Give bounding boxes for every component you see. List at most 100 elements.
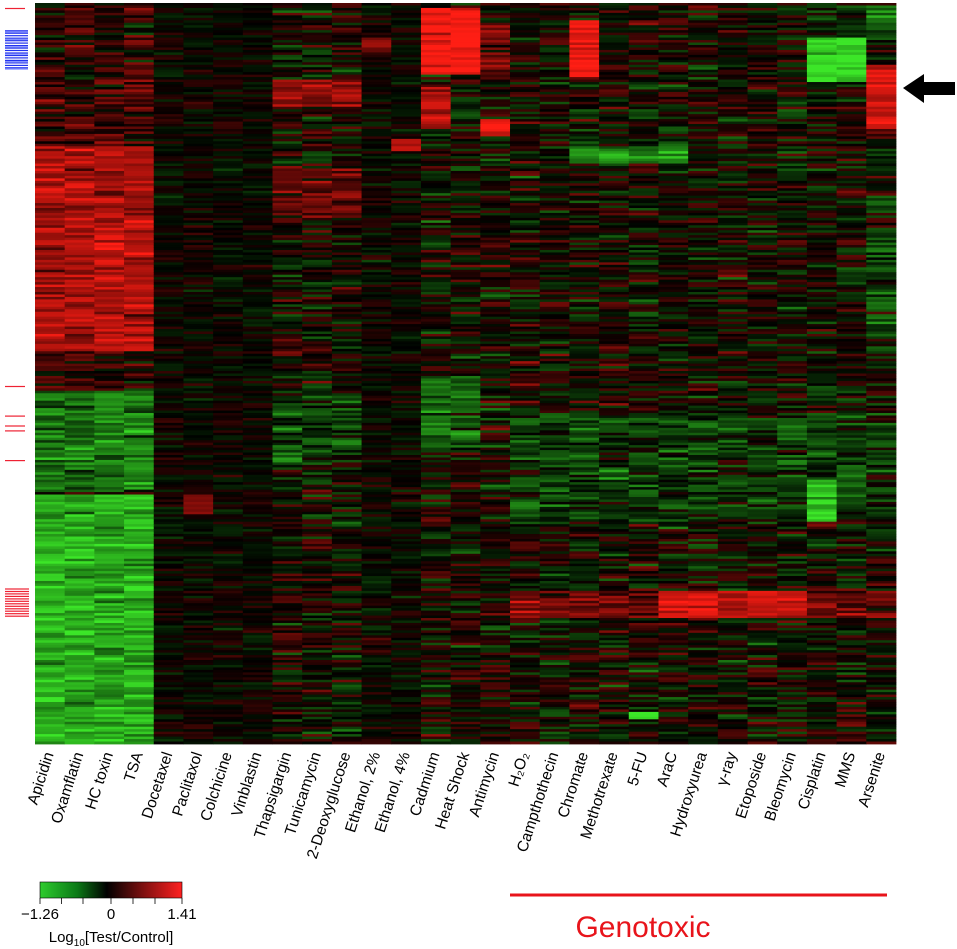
heatmap-cell <box>361 689 392 693</box>
heatmap-cell <box>450 289 481 293</box>
heatmap-cell <box>302 259 333 263</box>
heatmap-cell <box>450 593 481 597</box>
heatmap-cell <box>480 627 511 631</box>
heatmap-cell <box>302 672 333 676</box>
heatmap-cell <box>450 42 481 46</box>
heatmap-cell <box>391 514 422 518</box>
heatmap-cell <box>480 178 511 182</box>
heatmap-cell <box>124 731 155 735</box>
heatmap-cell <box>450 741 481 745</box>
heatmap-cell <box>361 351 392 355</box>
heatmap-cell <box>391 247 422 251</box>
heatmap-cell <box>480 405 511 409</box>
heatmap-cell <box>391 326 422 330</box>
heatmap-cell <box>272 526 303 530</box>
heatmap-cell <box>64 615 95 619</box>
heatmap-cell <box>391 403 422 407</box>
heatmap-cell <box>183 74 214 78</box>
heatmap-cell <box>94 173 125 177</box>
heatmap-cell <box>420 64 452 68</box>
heatmap-cell <box>272 684 303 688</box>
heatmap-cell <box>302 413 333 416</box>
heatmap-cell <box>331 32 362 36</box>
heatmap-cell <box>124 47 155 51</box>
heatmap-cell <box>302 373 333 377</box>
heatmap-cell <box>450 497 481 500</box>
heatmap-cell <box>272 67 303 71</box>
heatmap-cell <box>242 511 273 515</box>
heatmap-cell <box>480 450 511 453</box>
heatmap-cell <box>183 405 214 409</box>
heatmap-cell <box>331 437 362 441</box>
heatmap-cell <box>480 499 511 503</box>
heatmap-cell <box>361 447 392 451</box>
heatmap-cell <box>331 373 362 377</box>
heatmap-cell <box>450 398 481 402</box>
heatmap-cell <box>302 494 333 498</box>
heatmap-cell <box>331 235 362 239</box>
heatmap-cell <box>242 736 273 740</box>
heatmap-cell <box>420 437 452 441</box>
heatmap-cell <box>450 82 481 85</box>
heatmap-cell <box>213 252 244 256</box>
heatmap-cell <box>94 692 125 695</box>
heatmap-cell <box>35 227 66 231</box>
heatmap-cell <box>272 657 303 661</box>
heatmap-cell <box>124 126 155 130</box>
heatmap-cell <box>35 40 66 43</box>
heatmap-cell <box>331 504 362 508</box>
heatmap-cell <box>361 635 392 639</box>
heatmap-cell <box>183 482 214 486</box>
heatmap-cell <box>480 398 511 402</box>
heatmap-cell <box>510 12 541 16</box>
heatmap-cell <box>331 447 362 451</box>
heatmap-cell <box>331 467 362 471</box>
heatmap-cell <box>242 173 273 177</box>
heatmap-cell <box>213 383 244 387</box>
heatmap-cell <box>64 84 95 88</box>
heatmap-cell <box>480 62 511 66</box>
heatmap-cell <box>391 82 422 85</box>
heatmap-cell <box>480 338 511 342</box>
heatmap-cell <box>420 37 452 41</box>
heatmap-cell <box>124 158 155 162</box>
heatmap-cell <box>124 62 155 66</box>
heatmap-cell <box>213 432 244 436</box>
heatmap-cell <box>213 225 244 229</box>
heatmap-cell <box>391 336 422 340</box>
heatmap-cell <box>302 697 333 700</box>
heatmap-cell <box>331 521 362 525</box>
heatmap-cell <box>480 603 511 607</box>
heatmap-cell <box>510 79 541 83</box>
heatmap-cell <box>450 684 481 688</box>
heatmap-cell <box>94 336 125 340</box>
heatmap-cell <box>391 497 422 500</box>
heatmap-cell <box>94 593 125 597</box>
heatmap-cell <box>450 262 481 266</box>
heatmap-cell <box>153 106 184 110</box>
heatmap-cell <box>510 314 541 318</box>
heatmap-cell <box>35 316 66 320</box>
heatmap-cell <box>272 338 303 342</box>
heatmap-cell <box>361 86 392 90</box>
heatmap-cell <box>450 205 481 209</box>
heatmap-cell <box>183 398 214 402</box>
heatmap-cell <box>124 301 155 305</box>
heatmap-cell <box>183 296 214 300</box>
heatmap-cell <box>510 84 541 88</box>
heatmap-cell <box>510 47 541 51</box>
heatmap-cell <box>124 27 155 31</box>
heatmap-cell <box>420 217 452 221</box>
heatmap-cell <box>450 657 481 661</box>
heatmap-cell <box>272 553 303 557</box>
heatmap-cell <box>302 94 333 98</box>
heatmap-cell <box>35 124 66 127</box>
heatmap-cell <box>242 422 273 426</box>
heatmap-cell <box>450 296 481 300</box>
heatmap-cell <box>35 371 66 374</box>
heatmap-cell <box>302 272 333 276</box>
heatmap-cell <box>94 84 125 88</box>
heatmap-cell <box>124 267 155 271</box>
heatmap-cell <box>183 128 214 132</box>
heatmap-cell <box>420 316 452 320</box>
